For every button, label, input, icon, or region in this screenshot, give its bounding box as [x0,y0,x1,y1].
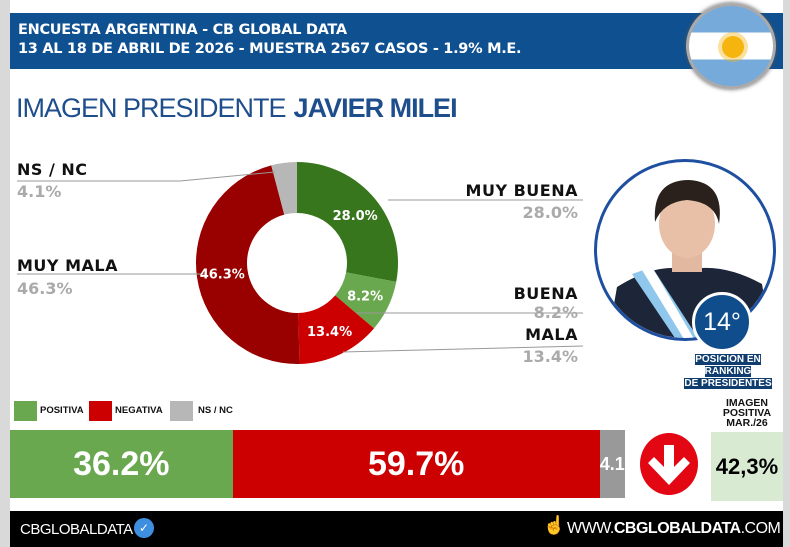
value-buena: 8.2% [533,303,578,322]
header-line-1: ENCUESTA ARGENTINA - CB GLOBAL DATA [18,22,347,38]
previous-value: 42,3% [711,432,783,501]
title-name: JAVIER MILEI [293,93,458,123]
footer-brand: CBGLOBALDATA [20,521,133,538]
prev-h3: MAR./26 [726,417,768,429]
footer: CBGLOBALDATA ✓ ☝ WWW.CBGLOBALDATA.COM [10,511,783,547]
legend-negativa: NEGATIVA [115,405,163,416]
value-mala: 13.4% [522,347,578,366]
bar-negativa: 59.7% [232,430,600,498]
donut-slice-mala [298,295,375,364]
ranking-badge: 14° [692,292,752,352]
sun-icon [722,36,744,58]
slice-data-label: 8.2% [347,290,383,305]
legend-ns-nc: NS / NC [198,405,233,416]
legend-positiva: POSITIVA [40,405,84,416]
leader-line [17,171,276,182]
slice-data-label: 46.3% [200,268,245,283]
ranking-caption: POSICION EN RANKING DE PRESIDENTES [672,354,784,390]
summary-bar: 36.2% 59.7% 4.1% [10,430,625,498]
footer-site-link[interactable]: WWW.CBGLOBALDATA.COM [567,520,781,537]
prev-h2: POSITIVA [722,407,772,419]
label-ns-nc: NS / NC [17,160,88,179]
label-muy-mala: MUY MALA [17,256,118,275]
value-ns-nc: 4.1% [17,182,62,201]
slice-data-label: 28.0% [333,209,378,224]
page-title: IMAGEN PRESIDENTE JAVIER MILEI [16,93,458,124]
arrow-down-icon [640,433,698,495]
label-mala: MALA [525,325,578,344]
label-buena: BUENA [513,284,578,303]
leader-line [342,345,584,353]
header-banner: ENCUESTA ARGENTINA - CB GLOBAL DATA 13 A… [10,13,783,69]
ranking-caption-2: DE PRESIDENTES [684,378,772,389]
slice-data-label: 13.4% [307,325,352,340]
bar-positiva: 36.2% [10,430,233,498]
value-muy-mala: 46.3% [17,279,73,298]
previous-header: IMAGEN POSITIVA MAR./26 [711,397,783,429]
pointer-hand-icon: ☝ [543,515,566,535]
header-line-2: 13 AL 18 DE ABRIL DE 2026 - MUESTRA 2567… [18,41,522,57]
verified-icon: ✓ [134,518,154,538]
legend-swatch-negativa [89,401,112,421]
title-prefix: IMAGEN PRESIDENTE [16,93,287,123]
donut-slice-ns-nc [271,162,297,215]
value-muy-buena: 28.0% [522,203,578,222]
prev-h1: IMAGEN [726,397,768,409]
legend-swatch-ns-nc [170,401,193,421]
legend-swatch-positiva [14,401,37,421]
argentina-flag-icon [686,3,776,89]
donut-slice-muy-buena [297,162,398,282]
donut-slice-muy-mala [195,165,300,364]
ranking-caption-1: POSICION EN RANKING [695,354,761,377]
donut-slice-buena [335,272,397,329]
site-bold: CBGLOBALDATA [613,520,741,537]
label-muy-buena: MUY BUENA [465,181,578,200]
bar-ns-nc: 4.1% [599,430,625,498]
